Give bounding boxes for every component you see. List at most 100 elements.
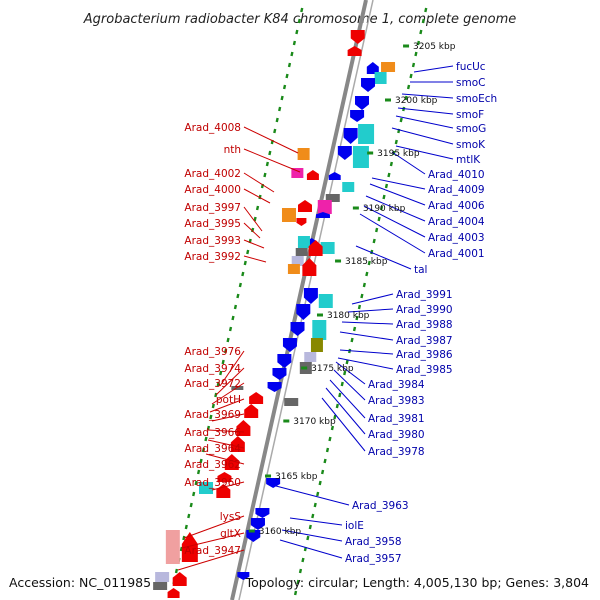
gc-dot	[241, 271, 245, 277]
gc-dot	[355, 315, 359, 321]
gc-dot	[370, 249, 374, 255]
gene-arrow-forward	[244, 404, 259, 418]
gene-label-right: smoG	[456, 123, 486, 135]
leader-line-right	[333, 369, 366, 401]
gc-dot	[182, 535, 186, 541]
chromosome-backbone	[230, 0, 374, 600]
gc-dot	[414, 51, 418, 57]
leader-line-right	[279, 539, 343, 559]
gene-block	[317, 200, 332, 214]
gc-dot	[384, 183, 389, 189]
gc-dot	[387, 172, 391, 178]
gc-dot	[179, 546, 184, 552]
gene-label-left: Arad_3995	[184, 218, 241, 230]
gc-dot	[243, 260, 247, 266]
gene-label-left: Arad_4000	[184, 184, 241, 196]
gene-label-left: Arad_3964	[184, 443, 241, 455]
leader-line-right	[395, 145, 454, 160]
gene-block	[325, 194, 340, 202]
gene-arrow-forward	[306, 170, 319, 180]
gene-label-left: Arad_3947	[184, 545, 241, 557]
gene-arrow-forward	[249, 392, 264, 404]
gene-arrow-reverse	[237, 572, 250, 580]
gene-block	[295, 248, 308, 256]
leader-line-left	[181, 532, 245, 549]
gene-label-right: Arad_3990	[396, 304, 453, 316]
kbp-scale: 3205 kbp 3200 kbp 3195 kbp 3190 kbp 3185 kbp…	[248, 42, 456, 537]
genome-summary-text: Topology: circular; Length: 4,005,130 bp…	[245, 575, 589, 590]
gene-arrow-forward	[328, 172, 341, 180]
leader-line-left	[243, 148, 301, 173]
gene-arrow-reverse	[361, 78, 376, 92]
gene-label-right: Arad_3963	[352, 500, 409, 512]
gene-label-left: Arad_3962	[184, 459, 241, 471]
gc-dot	[189, 502, 193, 508]
leader-line-right	[325, 387, 366, 435]
gc-dot	[211, 403, 215, 409]
gc-dot	[184, 524, 188, 530]
gene-arrow-reverse	[303, 288, 318, 304]
gc-dot	[273, 128, 277, 134]
gene-label-left: Arad_4008	[184, 122, 241, 134]
gene-arrow-forward	[315, 212, 330, 218]
leader-line-left	[207, 439, 245, 449]
gc-dot	[394, 139, 398, 145]
gc-dot	[221, 359, 225, 365]
gc-dot	[323, 458, 327, 464]
gc-dot	[297, 18, 301, 24]
gene-arrow-reverse	[246, 530, 261, 542]
leader-line-left	[219, 350, 245, 387]
gc-dot	[278, 106, 282, 112]
leader-line-left	[215, 367, 245, 396]
gene-label-right: tal	[414, 264, 427, 276]
gc-dot	[350, 337, 354, 343]
gene-arrow-forward	[366, 62, 379, 74]
gc-dot	[228, 326, 233, 332]
gc-dot	[308, 524, 312, 530]
gene-block	[358, 124, 375, 144]
gc-dot	[330, 425, 335, 431]
scale-label: 3200 kbp	[395, 96, 438, 106]
gene-block	[374, 72, 387, 84]
gene-label-left: potH	[216, 394, 241, 406]
gene-arrow-reverse	[354, 96, 369, 110]
gene-arrow-reverse	[272, 368, 287, 380]
leader-line-left	[205, 453, 245, 465]
gene-label-right: Arad_3986	[396, 349, 453, 361]
leader-line-right	[359, 213, 426, 254]
gene-block	[231, 386, 244, 390]
gene-arrow-reverse	[343, 128, 358, 144]
leader-line-right	[321, 397, 366, 452]
gc-dot	[216, 381, 220, 387]
gc-dot	[367, 260, 371, 266]
gene-block	[342, 182, 355, 192]
gc-dot	[263, 172, 267, 178]
gene-arrow-forward	[230, 436, 245, 452]
gene-label-right: Arad_3980	[368, 429, 425, 441]
gc-dot	[255, 205, 260, 211]
gene-label-right: smoEch	[456, 93, 497, 105]
gene-arrow-reverse	[290, 322, 305, 336]
gc-dot	[340, 381, 344, 387]
gene-arrow-forward	[181, 532, 198, 562]
gene-arrow-forward	[308, 240, 323, 256]
gc-dot	[194, 480, 198, 486]
gene-label-left: Arad_4002	[184, 168, 241, 180]
leader-line-right	[397, 107, 454, 115]
gc-dot	[360, 293, 364, 299]
gene-block	[287, 264, 300, 274]
gc-dot	[290, 51, 294, 57]
gene-arrow-reverse	[267, 382, 282, 392]
gc-dot	[382, 194, 386, 200]
gc-dot	[424, 7, 428, 13]
gene-block	[352, 146, 369, 168]
accession-text: Accession: NC_011985	[9, 575, 151, 590]
gene-arrow-reverse	[350, 30, 365, 44]
gene-label-right: Arad_4006	[428, 200, 485, 212]
gc-dot	[372, 238, 376, 244]
gene-label-left: gltX	[220, 528, 241, 540]
gene-label-right: smoF	[456, 109, 484, 121]
gene-label-left: Arad_3966	[184, 427, 241, 439]
gene-block	[318, 294, 333, 308]
gc-dot	[335, 403, 339, 409]
